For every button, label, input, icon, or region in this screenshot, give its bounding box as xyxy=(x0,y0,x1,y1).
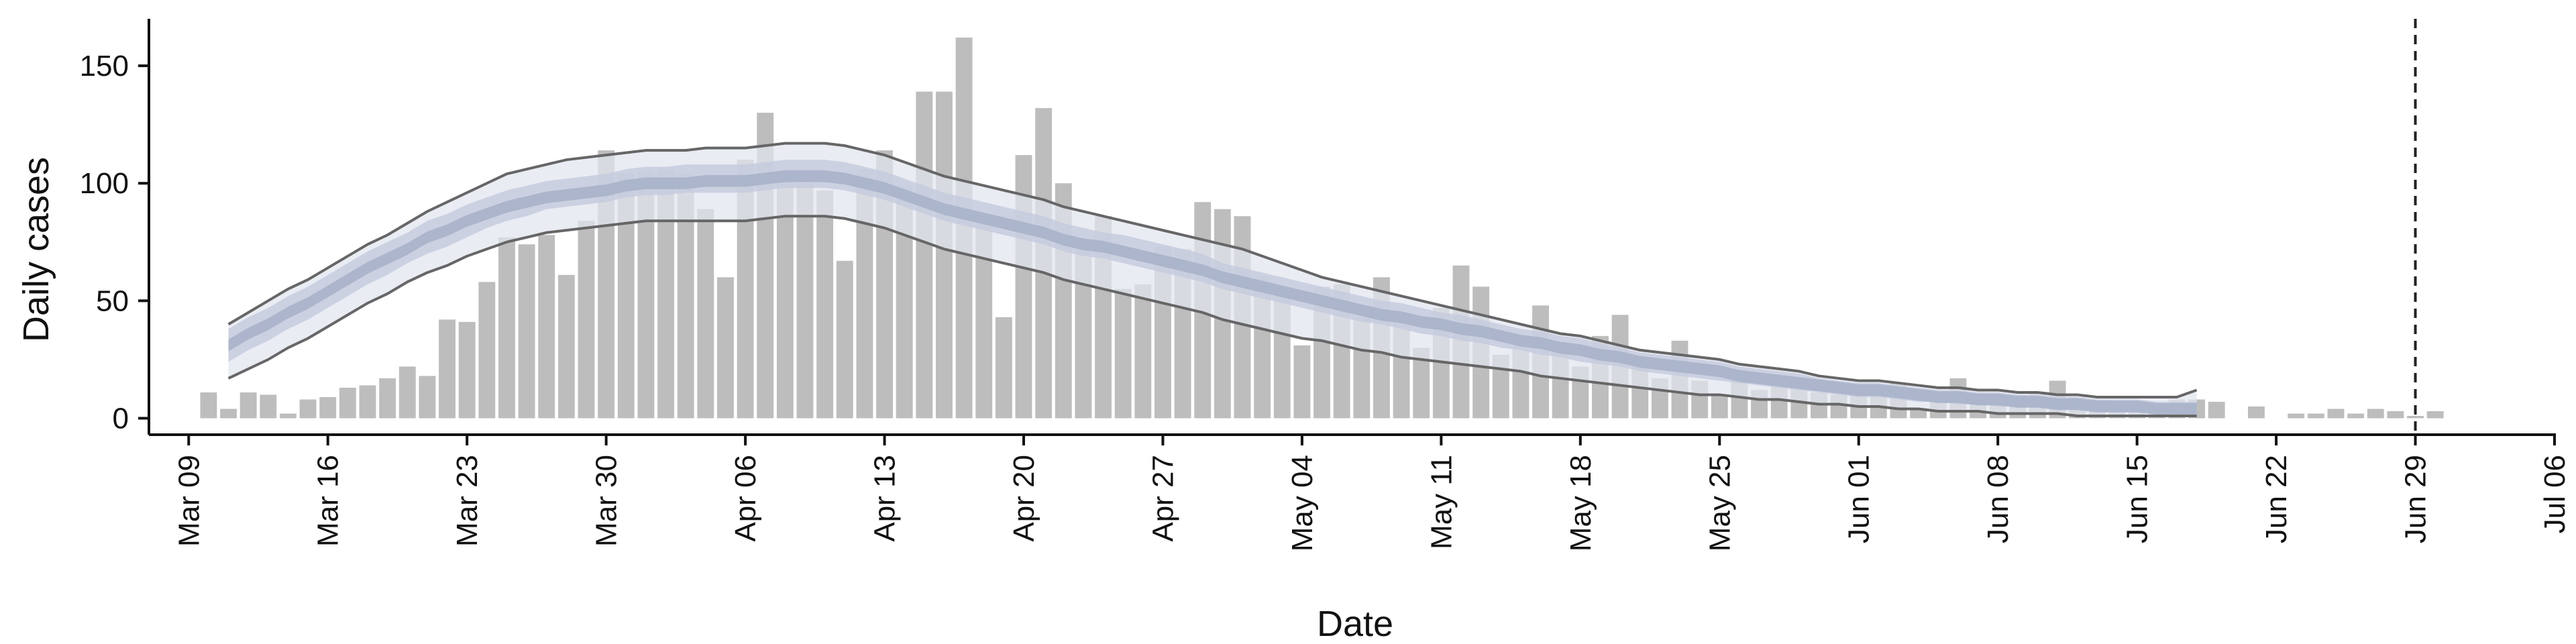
y-tick-label: 0 xyxy=(113,402,129,435)
bar xyxy=(498,237,515,419)
x-tick-label: Mar 16 xyxy=(312,455,345,547)
y-tick-label: 150 xyxy=(80,50,129,83)
x-ticks: Mar 09 Mar 16 Mar 23 Mar 30 Apr 06 Apr 13 Apr … xyxy=(172,435,2571,551)
bar xyxy=(2248,406,2265,419)
x-tick-label: Jun 01 xyxy=(1843,455,1876,543)
forecast-bands xyxy=(227,142,2198,417)
x-tick-label: May 11 xyxy=(1425,455,1458,549)
bar xyxy=(220,409,237,419)
y-tick-label: 100 xyxy=(80,167,129,200)
bar xyxy=(458,321,476,419)
y-axis-title: Daily cases xyxy=(16,157,56,342)
bar xyxy=(398,366,416,419)
bar xyxy=(2208,401,2225,419)
bar xyxy=(379,378,396,419)
bar xyxy=(578,221,595,419)
bar xyxy=(260,394,277,419)
bar xyxy=(995,317,1012,419)
x-tick-label: Jun 15 xyxy=(2121,455,2154,543)
bar xyxy=(1711,394,1728,419)
bar xyxy=(319,396,337,419)
axes xyxy=(148,19,2556,436)
x-tick-label: Mar 30 xyxy=(590,455,623,547)
x-tick-label: Apr 13 xyxy=(869,455,902,542)
y-ticks: 0 50 100 150 xyxy=(80,50,149,435)
bar xyxy=(2387,411,2404,419)
x-tick-label: Apr 27 xyxy=(1146,455,1179,542)
bar xyxy=(916,91,933,419)
bar xyxy=(359,385,376,419)
x-tick-label: Mar 09 xyxy=(172,455,205,547)
x-tick-label: Jun 29 xyxy=(2400,455,2432,543)
bar xyxy=(299,399,317,419)
bar xyxy=(478,282,496,419)
bar xyxy=(419,376,436,419)
bar xyxy=(697,209,714,419)
bar xyxy=(936,91,953,419)
x-tick-label: Mar 23 xyxy=(451,455,484,547)
bar xyxy=(2367,409,2384,419)
ci90-upper-line xyxy=(227,142,2198,398)
bar xyxy=(1910,409,1927,419)
x-tick-label: Jul 06 xyxy=(2538,455,2571,533)
bar xyxy=(2426,411,2444,419)
bar xyxy=(836,260,853,419)
bar xyxy=(1114,288,1132,419)
bar xyxy=(2407,415,2424,419)
bar xyxy=(2327,409,2345,419)
bar xyxy=(280,413,297,419)
bar xyxy=(717,277,734,419)
bar xyxy=(518,244,535,419)
x-axis-title: Date xyxy=(1317,604,1393,644)
bar xyxy=(200,392,217,419)
x-tick-label: May 04 xyxy=(1286,455,1319,551)
x-tick-label: Jun 08 xyxy=(1982,455,2015,543)
y-tick-label: 50 xyxy=(96,284,129,317)
x-tick-label: May 25 xyxy=(1703,455,1736,551)
x-tick-label: May 18 xyxy=(1564,455,1597,551)
x-tick-label: Apr 06 xyxy=(729,455,762,542)
bar xyxy=(339,387,356,419)
bar xyxy=(816,190,834,419)
x-tick-label: Apr 20 xyxy=(1008,455,1040,542)
x-tick-label: Jun 22 xyxy=(2260,455,2293,543)
bar xyxy=(538,235,555,419)
bar xyxy=(1134,284,1152,419)
bar xyxy=(439,319,455,419)
ci90-lower-line xyxy=(227,215,2197,417)
bar xyxy=(557,274,575,419)
bar xyxy=(2307,413,2324,419)
bar xyxy=(796,183,814,419)
bar xyxy=(239,392,257,419)
bar xyxy=(1293,345,1311,419)
bar xyxy=(2347,413,2365,419)
bar xyxy=(2288,413,2305,419)
